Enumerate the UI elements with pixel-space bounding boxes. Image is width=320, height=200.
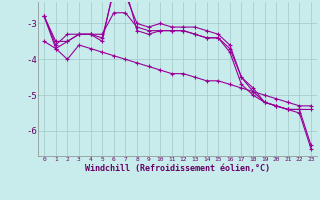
X-axis label: Windchill (Refroidissement éolien,°C): Windchill (Refroidissement éolien,°C): [85, 164, 270, 173]
